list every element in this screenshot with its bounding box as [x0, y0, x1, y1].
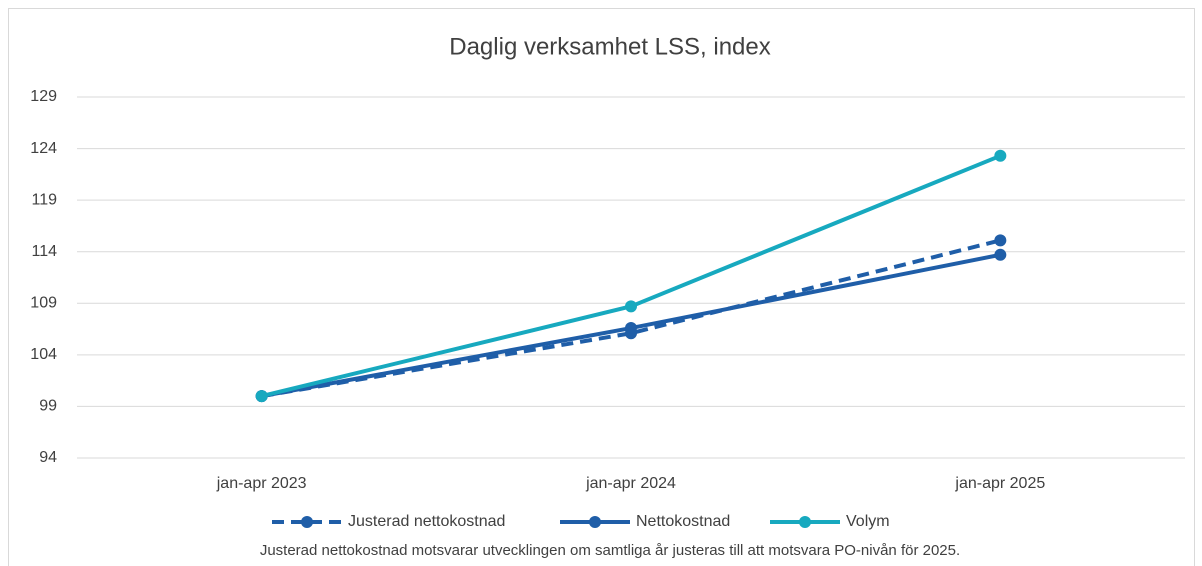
y-tick-label: 114 [31, 243, 57, 260]
marker [625, 322, 637, 335]
legend-label: Nettokostnad [636, 513, 730, 530]
y-tick-label: 104 [30, 346, 57, 363]
legend-label: Justerad nettokostnad [348, 513, 505, 530]
legend-marker [301, 516, 313, 528]
x-tick-label: jan-apr 2024 [585, 475, 676, 492]
marker [994, 248, 1007, 261]
marker [625, 300, 637, 313]
y-tick-label: 124 [30, 140, 57, 157]
y-tick-label: 94 [39, 449, 57, 466]
chart-title: Daglig verksamhet LSS, index [449, 33, 771, 60]
y-tick-label: 119 [31, 191, 57, 208]
y-tick-label: 109 [30, 295, 57, 312]
marker [255, 390, 268, 403]
legend-marker [799, 516, 811, 528]
marker [994, 234, 1007, 247]
legend-label: Volym [846, 513, 890, 530]
x-tick-label: jan-apr 2025 [954, 475, 1045, 492]
footnote: Justerad nettokostnad motsvarar utveckli… [260, 542, 960, 559]
marker [994, 149, 1007, 162]
legend-marker [589, 516, 601, 528]
chart-border [8, 8, 1195, 566]
y-tick-label: 99 [39, 398, 57, 415]
y-tick-label: 129 [30, 88, 57, 105]
x-tick-label: jan-apr 2023 [216, 475, 307, 492]
